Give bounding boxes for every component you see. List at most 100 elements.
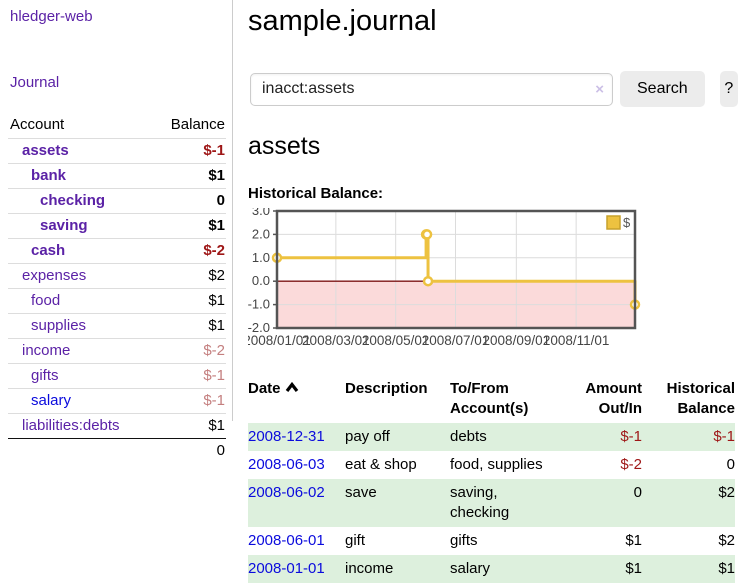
page-title: sample.journal <box>248 5 437 37</box>
svg-text:2008/09/01: 2008/09/01 <box>483 333 551 348</box>
account-balance: $1 <box>152 163 226 189</box>
register-row: 2008-06-02 save saving, checking 0 $2 <box>248 479 735 527</box>
sidebar-account-link[interactable]: cash <box>31 242 66 259</box>
sidebar: hledger-web Journal Account Balance asse… <box>0 0 233 463</box>
sidebar-account-link[interactable]: income <box>22 342 71 359</box>
register-table: Date Description To/From Account(s) Amou… <box>248 375 735 583</box>
account-balance: $-1 <box>152 363 226 389</box>
sort-ascending-icon <box>285 379 299 399</box>
account-balance: $2 <box>152 263 226 289</box>
transaction-balance: $2 <box>642 479 735 527</box>
transaction-amount: $1 <box>625 532 642 549</box>
sidebar-account-link[interactable]: expenses <box>22 267 87 284</box>
search-button[interactable]: Search <box>620 71 705 107</box>
transaction-date-link[interactable]: 2008-06-02 <box>248 484 325 501</box>
account-row: income $-2 <box>8 338 226 364</box>
svg-text:2008/01/01: 2008/01/01 <box>248 333 311 348</box>
svg-text:2008/11/01: 2008/11/01 <box>543 333 610 348</box>
sidebar-account-link[interactable]: salary <box>31 392 72 409</box>
sidebar-account-link[interactable]: gifts <box>31 367 59 384</box>
svg-text:0.0: 0.0 <box>252 273 270 288</box>
transaction-accounts: debts <box>450 423 565 451</box>
transaction-description: eat & shop <box>345 456 417 473</box>
account-row: checking 0 <box>8 188 226 214</box>
transaction-date-link[interactable]: 2008-06-03 <box>248 456 325 473</box>
register-row: 2008-06-03 eat & shop food, supplies $-2 0 <box>248 451 735 479</box>
account-balance: $1 <box>152 313 226 339</box>
account-balance: $1 <box>152 413 226 439</box>
account-balance: 0 <box>152 188 226 214</box>
transaction-accounts: food, supplies <box>450 456 543 473</box>
transaction-accounts: salary <box>450 555 565 583</box>
register-tbody: 2008-12-31 pay off debts $-1 $-1 2008-06-03 ea… <box>248 423 735 583</box>
register-header-amount: Amount Out/In <box>585 380 642 417</box>
sidebar-account-link[interactable]: supplies <box>31 317 87 334</box>
transaction-date-link[interactable]: 2008-12-31 <box>248 428 325 445</box>
account-row: expenses $2 <box>8 263 226 289</box>
account-balance: $-1 <box>152 388 226 414</box>
sidebar-account-link[interactable]: saving <box>40 217 88 234</box>
main-content: sample.journal × Search ? assets Histori… <box>243 0 738 583</box>
transaction-balance: $2 <box>718 532 735 549</box>
accounts-total-spacer <box>8 438 153 463</box>
account-row: cash $-2 <box>8 238 226 264</box>
sidebar-account-link[interactable]: checking <box>40 192 106 209</box>
transaction-description: income <box>345 555 450 583</box>
account-balance: $1 <box>152 288 226 314</box>
account-row: bank $1 <box>8 163 226 189</box>
transaction-accounts: gifts <box>450 532 478 549</box>
svg-text:2008/07/01: 2008/07/01 <box>422 333 490 348</box>
svg-text:3.0: 3.0 <box>252 208 270 218</box>
register-header-description: Description <box>345 380 428 397</box>
svg-text:2008/03/01: 2008/03/01 <box>302 333 370 348</box>
transaction-amount: $1 <box>565 555 642 583</box>
register-header-row: Date Description To/From Account(s) Amou… <box>248 375 735 423</box>
sidebar-account-link[interactable]: assets <box>22 142 69 159</box>
register-row: 2008-01-01 income salary $1 $1 <box>248 555 735 583</box>
account-row: food $1 <box>8 288 226 314</box>
accounts-header-row: Account Balance <box>8 112 226 139</box>
transaction-description: save <box>345 479 450 527</box>
register-header-balance: Historical Balance <box>666 380 735 417</box>
search-input[interactable] <box>250 72 613 106</box>
register-header-date[interactable]: Date <box>248 375 345 423</box>
register-header-accounts: To/From Account(s) <box>450 380 529 417</box>
accounts-header-balance: Balance <box>170 116 225 133</box>
sidebar-account-link[interactable]: bank <box>31 167 67 184</box>
transaction-balance: $1 <box>642 555 735 583</box>
account-balance: $-2 <box>152 338 226 364</box>
svg-text:2008/05/01: 2008/05/01 <box>362 333 430 348</box>
transaction-description: gift <box>345 532 366 549</box>
sidebar-account-link[interactable]: liabilities:debts <box>22 417 120 434</box>
svg-text:-2.0: -2.0 <box>248 320 270 335</box>
transaction-date-link[interactable]: 2008-06-01 <box>248 532 325 549</box>
transaction-amount: $-2 <box>620 456 642 473</box>
account-row: saving $1 <box>8 213 226 239</box>
app-brand-link[interactable]: hledger-web <box>10 8 93 25</box>
svg-text:-1.0: -1.0 <box>248 297 270 312</box>
accounts-tbody: assets $-1 bank $1 checking 0 saving $1 cash $-2 e… <box>8 138 226 439</box>
account-row: supplies $1 <box>8 313 226 339</box>
register-header-date-label: Date <box>248 380 281 397</box>
transaction-balance: $-1 <box>642 423 735 451</box>
accounts-total-row: 0 <box>8 438 226 463</box>
clear-search-icon[interactable]: × <box>595 80 604 98</box>
account-balance: $1 <box>152 213 226 239</box>
search-input-wrap: × <box>250 72 613 106</box>
transaction-amount: $-1 <box>565 423 642 451</box>
transaction-description: pay off <box>345 423 450 451</box>
register-row: 2008-06-01 gift gifts $1 $2 <box>248 527 735 555</box>
accounts-balance-table: Account Balance assets $-1 bank $1 checking 0… <box>8 112 226 463</box>
chart-title: Historical Balance: <box>248 185 384 202</box>
sidebar-account-link[interactable]: food <box>31 292 61 309</box>
account-row: salary $-1 <box>8 388 226 414</box>
search-form: × Search ? <box>248 71 738 107</box>
historical-balance-chart: 3.0 2.0 1.0 0.0 -1.0 -2.0 2008/01/01 2008/03/01… <box>243 203 738 356</box>
account-row: gifts $-1 <box>8 363 226 389</box>
help-button[interactable]: ? <box>719 71 738 107</box>
balance-chart-svg: 3.0 2.0 1.0 0.0 -1.0 -2.02008/01/012008/03/01… <box>243 203 641 348</box>
sidebar-item-journal[interactable]: Journal <box>10 74 60 91</box>
account-heading: assets <box>248 132 321 160</box>
transaction-date-link[interactable]: 2008-01-01 <box>248 560 325 577</box>
svg-text:$: $ <box>623 215 631 230</box>
